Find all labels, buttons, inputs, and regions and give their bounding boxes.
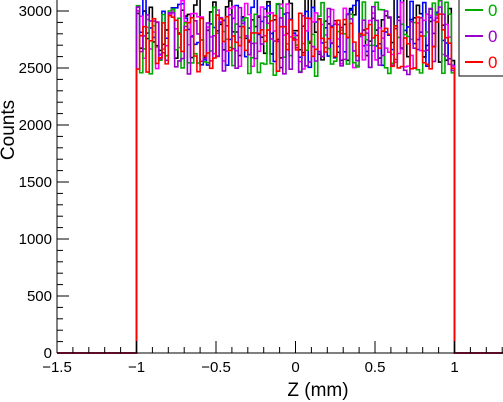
y-tick-label: 2500: [19, 60, 52, 77]
x-ticks: −1.5 −1 −0.5 0 0.5 1: [42, 341, 503, 376]
histogram-series-layer: [57, 0, 503, 354]
x-tick-label: 1: [450, 359, 458, 376]
y-tick-label: 0: [44, 345, 52, 362]
y-tick-label: 1500: [19, 174, 52, 191]
y-tick-label: 2000: [19, 117, 52, 134]
y-tick-label: 3000: [19, 3, 52, 20]
x-tick-label: −1: [128, 359, 145, 376]
x-tick-label: −0.5: [201, 359, 231, 376]
legend-entry-label: 0: [488, 1, 497, 20]
y-ticks: 0 500 1000 1500 2000 2500 3000: [19, 3, 69, 362]
legend-box: [458, 0, 503, 77]
histogram-series-6: [57, 12, 503, 354]
legend-entry-label: 0: [488, 53, 497, 72]
legend: 0 0 0: [458, 0, 503, 77]
x-axis-title: Z (mm): [287, 380, 348, 401]
x-tick-label: 0: [291, 359, 299, 376]
y-tick-label: 500: [27, 288, 52, 305]
y-tick-label: 1000: [19, 231, 52, 248]
x-tick-label: 0.5: [365, 359, 386, 376]
legend-entry-label: 0: [488, 27, 497, 46]
x-tick-label: −1.5: [42, 359, 72, 376]
y-axis-title: Counts: [0, 100, 19, 160]
